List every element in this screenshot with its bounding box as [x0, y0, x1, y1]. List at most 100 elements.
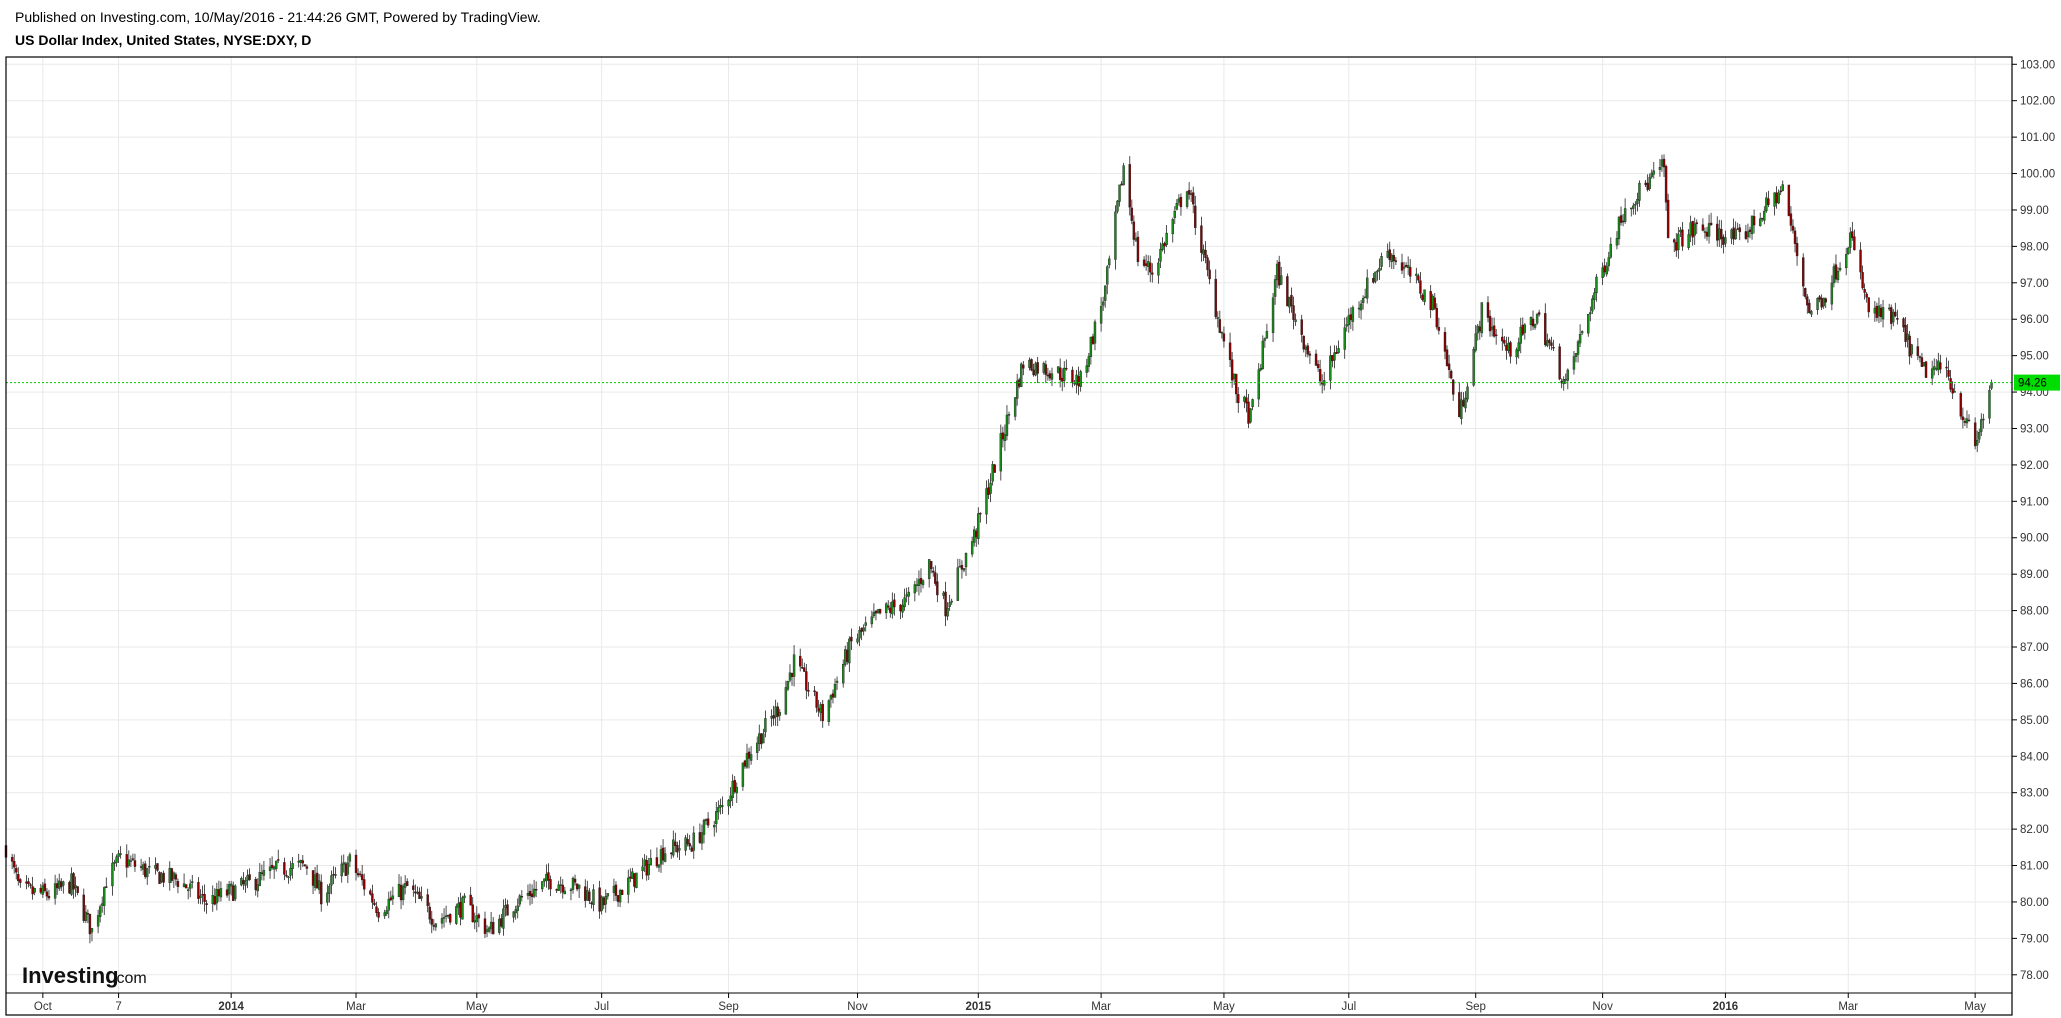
- candle-body: [62, 881, 65, 886]
- candle-body: [627, 877, 630, 895]
- candle-body: [154, 864, 157, 869]
- candle: [674, 832, 677, 853]
- candle: [31, 876, 34, 900]
- candle: [631, 867, 634, 880]
- candle-body: [430, 918, 433, 925]
- candle: [1359, 300, 1363, 320]
- candle: [1472, 346, 1475, 387]
- candle-body: [647, 864, 650, 876]
- candle: [1587, 313, 1590, 337]
- candle: [1091, 333, 1095, 345]
- candle-body: [1290, 294, 1293, 307]
- candle-body: [878, 608, 882, 614]
- candle-body: [272, 866, 276, 870]
- candle-body: [1939, 362, 1942, 370]
- candle-body: [1421, 294, 1424, 300]
- candle: [962, 568, 966, 573]
- candle: [131, 853, 135, 861]
- candle: [340, 855, 343, 883]
- candle-body: [1447, 363, 1451, 370]
- candle-body: [1853, 236, 1856, 251]
- candle: [1290, 287, 1293, 313]
- candle: [387, 891, 390, 919]
- candle-body: [807, 689, 810, 692]
- candle: [602, 896, 605, 910]
- candle: [232, 881, 235, 901]
- candle-body: [442, 917, 446, 919]
- candle: [559, 876, 562, 894]
- logo-brand: Investing: [22, 963, 119, 988]
- candle-body: [17, 873, 20, 882]
- last-price-tag-bg: [2014, 374, 2060, 391]
- candle-body: [600, 896, 603, 911]
- candle: [786, 680, 790, 692]
- candle: [242, 872, 245, 890]
- time-tick-label: 7: [115, 1001, 121, 1013]
- candle: [1314, 349, 1318, 366]
- candle-body: [1906, 333, 1909, 340]
- price-axis[interactable]: 78.00 79.00 80.00 81.00 82.00 83.00 84.00 85.00…: [2012, 59, 2055, 982]
- candle-body: [1366, 277, 1369, 299]
- candle: [1707, 214, 1711, 244]
- candle-body: [1492, 325, 1496, 337]
- candle: [586, 880, 589, 901]
- candle: [227, 880, 231, 901]
- candle-body: [1666, 199, 1670, 239]
- time-axis[interactable]: Oct 7 2014 Mar May Jul Sep Nov 2015 Mar May Jul Sep N…: [34, 993, 1986, 1013]
- candle: [1337, 340, 1340, 354]
- candle: [526, 884, 530, 900]
- candle-body: [620, 890, 624, 895]
- candle-body: [1249, 408, 1252, 423]
- candle: [1417, 273, 1420, 284]
- candle-body: [934, 572, 937, 584]
- candle: [182, 873, 186, 888]
- candle: [821, 699, 824, 728]
- candle: [160, 871, 163, 884]
- candle: [1550, 336, 1553, 351]
- candle-body: [764, 718, 767, 733]
- candle-body: [229, 883, 233, 887]
- candle: [129, 855, 133, 868]
- candle: [55, 878, 59, 896]
- time-tick-label: Nov: [1592, 1001, 1613, 1013]
- candle-body: [414, 891, 417, 894]
- candle-body: [575, 883, 579, 890]
- candle-body: [858, 629, 861, 639]
- candle-body: [733, 779, 736, 792]
- candle-body: [1464, 397, 1467, 409]
- last-price-tag-text: 94.26: [2018, 378, 2047, 390]
- candle-body: [1660, 159, 1664, 167]
- candle-body: [1910, 344, 1913, 355]
- candle-body: [1558, 346, 1561, 380]
- candle-body: [1419, 280, 1422, 294]
- candle: [1537, 309, 1541, 317]
- candle-body: [1388, 249, 1391, 261]
- candle-body: [1935, 367, 1938, 370]
- candle: [15, 864, 18, 880]
- candle-body: [1347, 315, 1350, 326]
- candle-body: [1623, 208, 1627, 222]
- candle-body: [1128, 164, 1131, 208]
- candle-body: [457, 903, 460, 908]
- candle-body: [1020, 363, 1023, 387]
- candle-body: [459, 901, 462, 918]
- candle-body: [1734, 229, 1737, 240]
- candle: [1404, 262, 1408, 268]
- candle-body: [1963, 421, 1967, 423]
- candle-body: [1578, 333, 1582, 344]
- candle-body: [1722, 236, 1725, 246]
- candle-body: [1130, 207, 1134, 221]
- candle: [942, 590, 945, 600]
- candle: [970, 536, 974, 558]
- candle: [841, 659, 845, 688]
- candle-body: [762, 733, 765, 744]
- candle-body: [749, 754, 753, 761]
- candle-body: [1345, 324, 1348, 327]
- candle: [919, 568, 923, 593]
- candle-body: [240, 878, 243, 886]
- candle: [870, 610, 874, 628]
- candle: [369, 888, 372, 896]
- candle: [348, 852, 352, 868]
- candle: [1204, 241, 1207, 264]
